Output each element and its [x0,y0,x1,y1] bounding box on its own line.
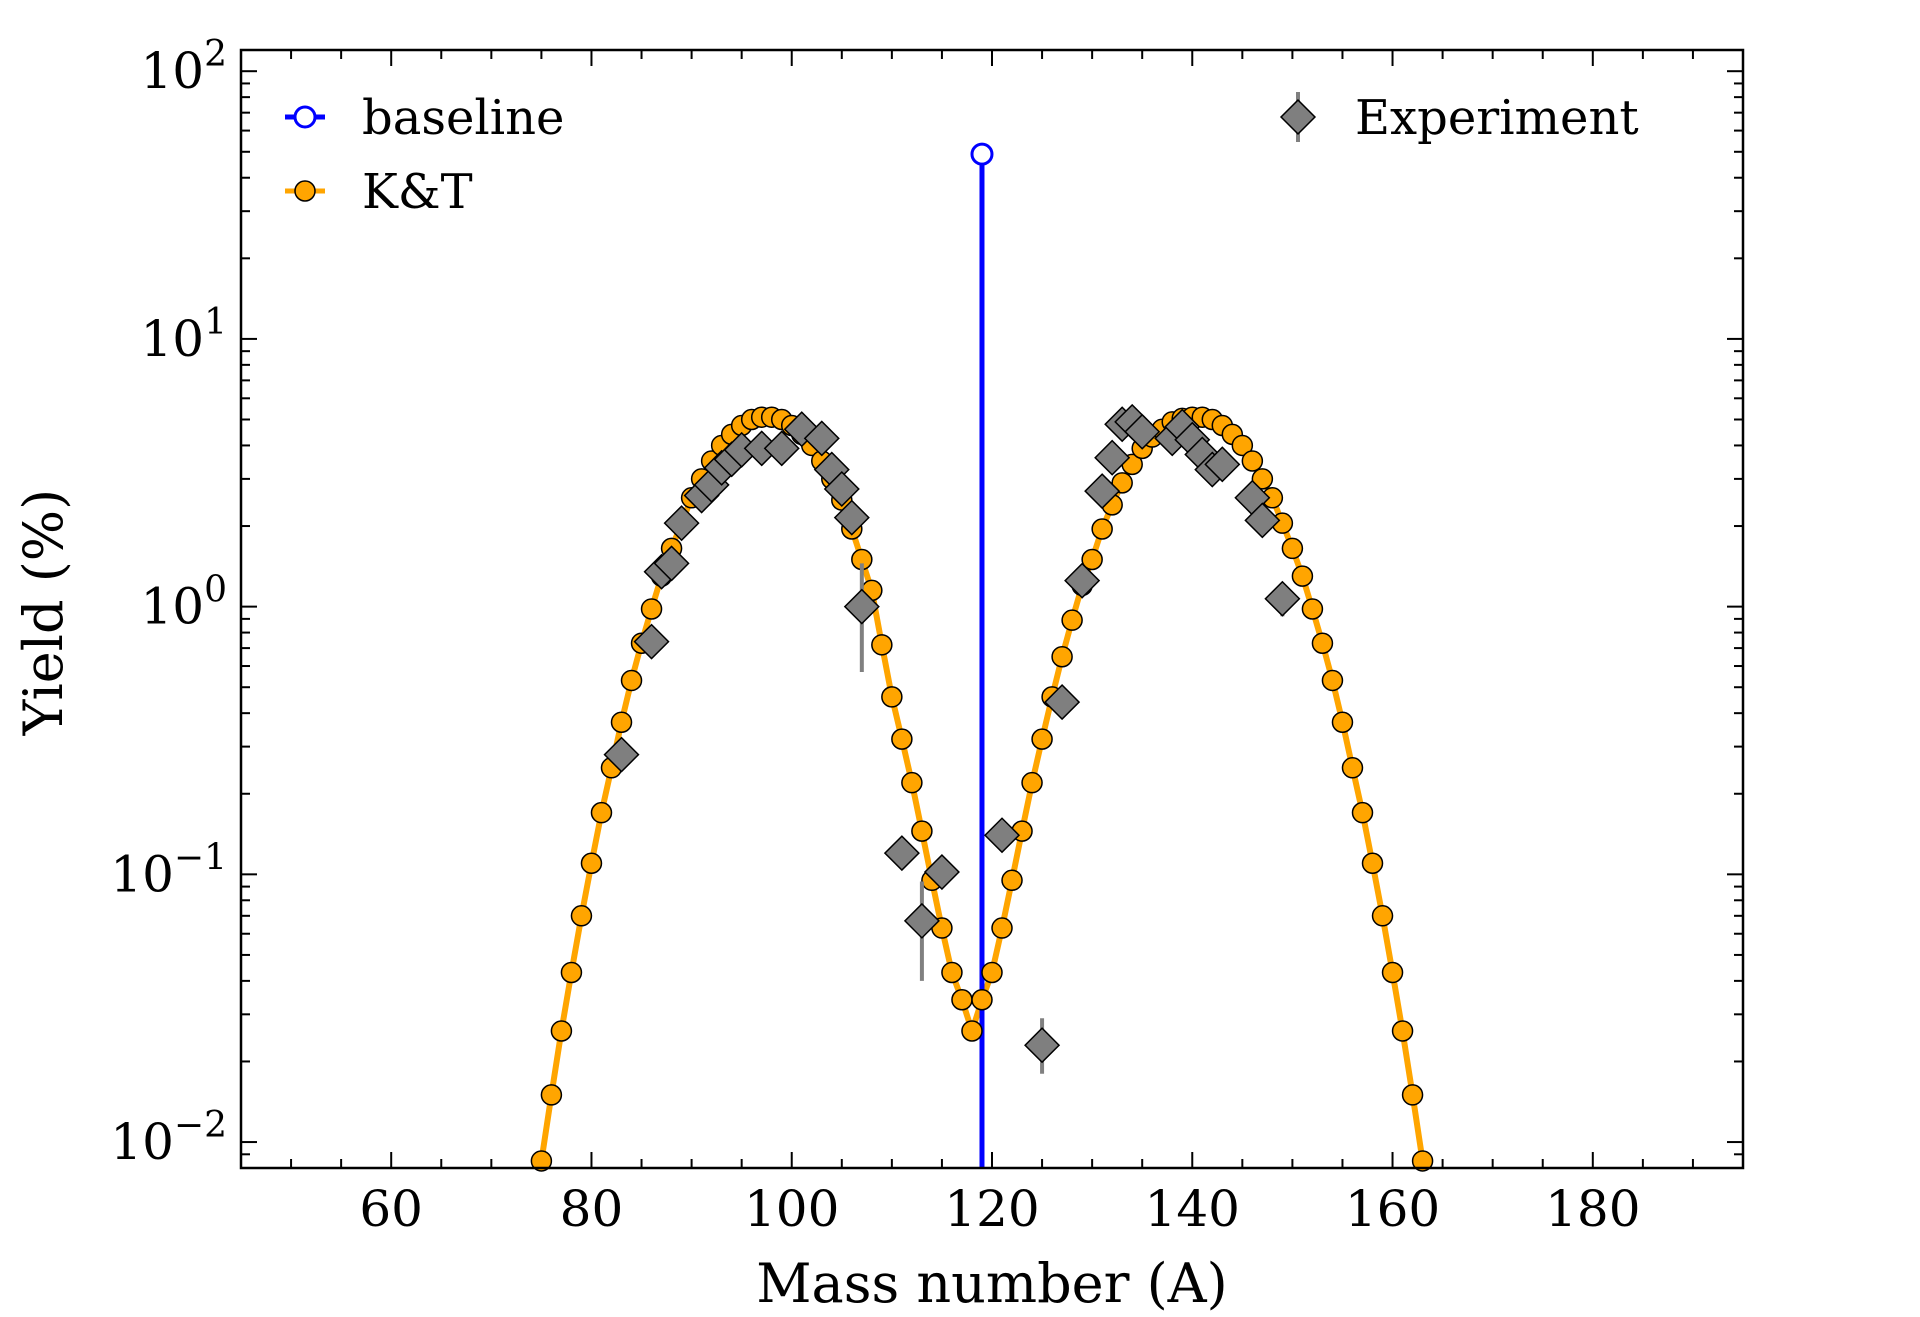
kt-point [610,711,633,733]
kt-point [1351,801,1374,824]
experiment-point [1204,446,1241,483]
experiment-point [763,430,800,467]
experiment-point [1264,580,1301,617]
x-tick-label: 140 [1145,1180,1240,1238]
experiment-point [1124,413,1161,450]
kt-point [1291,565,1314,587]
kt-point [1331,711,1354,733]
kt-point [540,1084,563,1106]
experiment-point [1094,439,1131,476]
legend-kt-marker [294,180,316,202]
kt-point [891,728,913,750]
kt-point [640,598,663,620]
experiment-point [803,420,840,457]
kt-point [1061,609,1083,631]
kt-point [881,686,903,708]
kt-point [1401,1084,1424,1106]
kt-point [1301,598,1324,620]
y-tick-label: 100 [140,570,227,636]
kt-point [1361,852,1384,875]
x-tick-label: 100 [744,1180,839,1238]
x-tick-label: 180 [1545,1180,1640,1238]
kt-point [1391,1020,1414,1042]
experiment-point [1044,684,1081,721]
experiment-point [823,470,860,508]
experiment-point [1024,1027,1061,1064]
kt-point [1371,905,1394,927]
kt-point [1381,961,1404,984]
kt-point [1091,518,1113,540]
experiment-point [843,588,880,625]
experiment-point [743,430,780,467]
experiment-point [1084,473,1121,510]
x-tick-label: 60 [359,1180,423,1238]
kt-point [1341,757,1364,779]
kt-point [530,1150,553,1172]
plot-data [530,142,1434,1172]
kt-point [1281,537,1304,560]
kt-point [941,961,963,984]
kt-point [1051,645,1073,668]
kt-point [871,634,893,656]
legend-right: Experiment [1279,90,1639,146]
kt-point [560,961,583,984]
experiment-point [833,499,870,536]
plot-frame [239,48,1745,1170]
kt-point [1111,472,1133,494]
kt-point [951,989,973,1011]
kt-point [1321,669,1344,692]
experiment-point [723,431,760,468]
kt-point [961,1020,983,1042]
kt-point [1031,728,1053,750]
experiment-point [883,835,920,872]
x-tick-label: 120 [944,1180,1039,1238]
experiment-point [1064,562,1101,599]
legend-experiment-marker [1279,98,1317,136]
experiment-point [653,545,690,582]
y-tick-label: 10−2 [110,1105,227,1171]
experiment-point [1244,502,1281,539]
kt-point [981,961,1003,984]
kt-point [991,917,1013,939]
kt-point [570,905,593,927]
x-tick-label: 160 [1345,1180,1440,1238]
kt-point [1231,434,1254,457]
experiment-point [903,902,940,939]
experiment-point [983,817,1021,854]
y-axis-title: Yield (%) [12,489,75,736]
experiment-point [603,736,640,773]
kt-point [590,801,613,824]
experiment-point [633,623,670,660]
y-tick-label: 101 [140,302,227,368]
kt-point [901,771,923,794]
kt-point [620,669,643,692]
kt-point [911,820,933,842]
kt-point [971,989,993,1011]
legend-left: baseline K&T [285,90,564,220]
kt-point [1001,869,1023,892]
kt-point [1251,468,1274,490]
legend-kt-label: K&T [362,164,473,220]
kt-point [1021,771,1043,794]
legend-experiment-label: Experiment [1355,90,1639,146]
legend-baseline-label: baseline [362,90,564,146]
axis-ticks [241,50,1743,1169]
kt-point [1311,632,1334,654]
kt-point [580,852,603,875]
baseline-point [970,142,994,166]
experiment-point [663,505,700,542]
kt-point [1241,450,1264,472]
y-tick-label: 10−1 [110,837,227,903]
experiment-point [923,854,960,891]
x-tick-label: 80 [560,1180,624,1238]
x-axis-title: Mass number (A) [756,1252,1227,1315]
kt-point [1081,548,1103,571]
tick-labels: 60 80 100 120 140 160 180 102 101 100 10−1 10−2 [110,34,1640,1238]
legend-baseline-marker [293,105,317,129]
kt-point [550,1020,573,1042]
kt-point [1411,1150,1434,1172]
y-tick-label: 102 [140,34,227,100]
